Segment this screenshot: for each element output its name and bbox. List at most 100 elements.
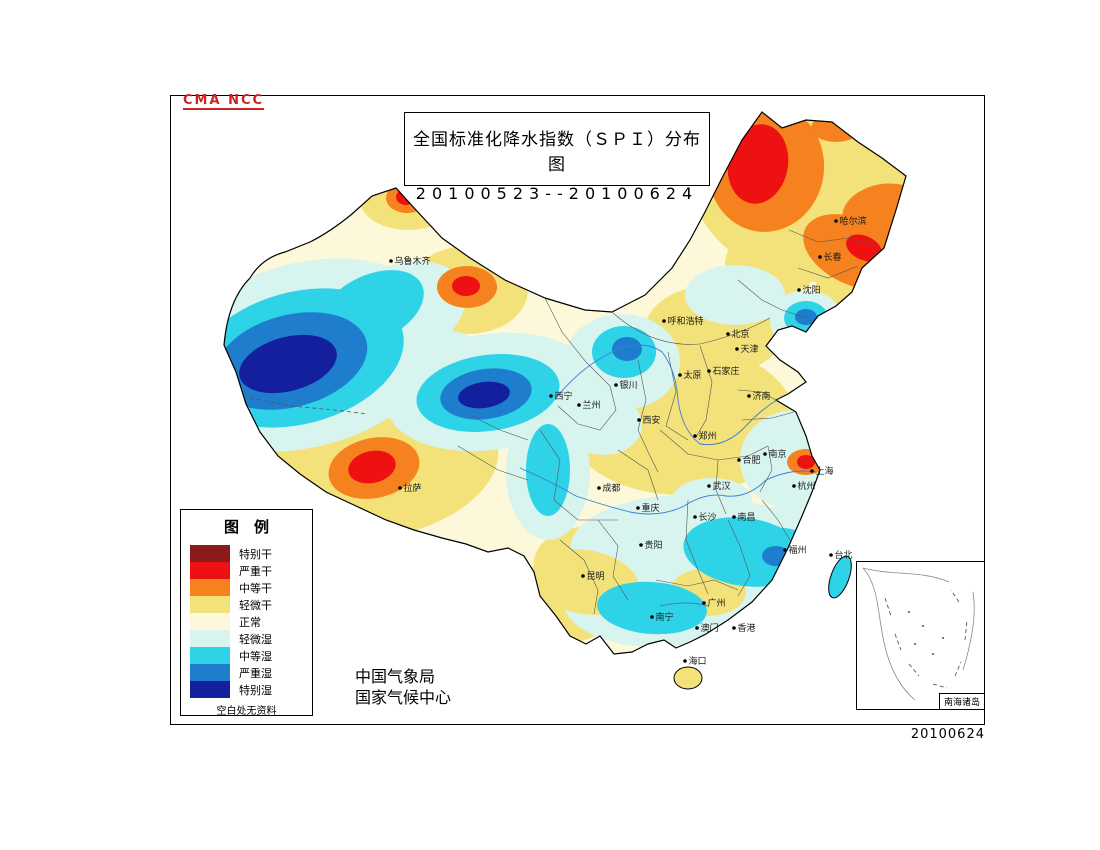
legend-label: 轻微湿 xyxy=(239,632,272,646)
city-dot xyxy=(702,601,706,605)
city-dot xyxy=(636,506,640,510)
legend-items: 特别干严重干中等干轻微干 正常轻微湿中等湿 严重湿特别湿 xyxy=(181,545,312,698)
city-label: 上海 xyxy=(816,465,834,477)
city-dot xyxy=(747,394,751,398)
city-label: 海口 xyxy=(689,655,707,667)
legend-item: 中等干 xyxy=(181,579,312,596)
south-china-sea-inset: 南海诸岛 xyxy=(856,561,985,710)
inset-island xyxy=(942,637,944,639)
city-label: 济南 xyxy=(753,390,771,402)
city-label: 昆明 xyxy=(587,571,605,582)
map-date-range: 20100523--20100624 xyxy=(415,184,699,203)
city-dot xyxy=(597,486,601,490)
inset-island xyxy=(908,611,910,613)
city-dot xyxy=(763,452,767,456)
spi-region-extreme_wet xyxy=(458,381,510,409)
legend-item: 特别湿 xyxy=(181,681,312,698)
spi-region-severe_dry xyxy=(846,234,882,262)
spi-region-severe_dry xyxy=(727,124,789,204)
city-label: 香港 xyxy=(738,622,756,634)
city-label: 天津 xyxy=(741,344,759,355)
city-label: 郑州 xyxy=(699,430,717,442)
inset-label: 南海诸岛 xyxy=(938,693,985,710)
city-dot xyxy=(737,458,741,462)
city-dot xyxy=(662,319,666,323)
footer-agency-line2: 国家气候中心 xyxy=(355,688,452,707)
city-dot xyxy=(732,515,736,519)
city-dot xyxy=(581,574,585,578)
national-border xyxy=(223,111,907,655)
city-label: 广州 xyxy=(708,597,726,609)
city-dot xyxy=(683,659,687,663)
spi-region-mild_wet xyxy=(672,478,752,522)
legend-title: 图 例 xyxy=(223,518,269,536)
city-label: 合肥 xyxy=(743,454,761,466)
hainan-island xyxy=(673,666,703,690)
city-dot xyxy=(389,259,393,263)
city-label: 南昌 xyxy=(738,511,756,523)
legend-swatch xyxy=(190,596,230,613)
spi-region-mild_wet xyxy=(685,265,785,325)
city-label: 长春 xyxy=(824,251,842,263)
province-boundaries xyxy=(249,229,881,615)
city-label: 澳门 xyxy=(701,622,719,634)
legend-item: 严重湿 xyxy=(181,664,312,681)
footer-agency: 中国气象局 国家气候中心 xyxy=(355,666,451,708)
legend-swatch xyxy=(190,545,230,562)
city-label: 北京 xyxy=(732,328,750,340)
city-dot xyxy=(726,332,730,336)
city-label: 武汉 xyxy=(713,480,731,492)
city-label: 哈尔滨 xyxy=(840,215,867,227)
city-dot xyxy=(834,219,838,223)
city-label: 长沙 xyxy=(699,511,717,523)
legend-item: 正常 xyxy=(181,613,312,630)
city-dot xyxy=(577,403,581,407)
city-label: 重庆 xyxy=(642,502,660,514)
city-dot xyxy=(549,394,553,398)
city-label: 银川 xyxy=(620,379,638,391)
legend-swatch xyxy=(190,664,230,681)
city-label: 台北 xyxy=(835,549,853,561)
city-label: 西安 xyxy=(643,414,661,426)
taiwan-island xyxy=(828,555,852,599)
city-dot xyxy=(693,515,697,519)
legend-swatch xyxy=(190,647,230,664)
city-dot xyxy=(650,615,654,619)
legend-item: 中等湿 xyxy=(181,647,312,664)
city-label: 兰州 xyxy=(583,399,601,411)
city-dot xyxy=(707,484,711,488)
city-label: 南京 xyxy=(769,448,787,460)
city-dot xyxy=(637,418,641,422)
spi-region-severe_wet xyxy=(795,309,817,325)
city-label: 太原 xyxy=(684,369,702,381)
map-title: 全国标准化降水指数（ＳＰＩ）分布图 xyxy=(413,130,701,175)
city-dot xyxy=(639,543,643,547)
legend-swatch xyxy=(190,562,230,579)
city-label: 南宁 xyxy=(656,611,674,623)
legend-swatch xyxy=(190,681,230,698)
city-label: 沈阳 xyxy=(803,284,821,296)
city-dot xyxy=(829,553,833,557)
city-label: 石家庄 xyxy=(713,365,740,377)
legend-swatch xyxy=(190,630,230,647)
legend-item: 轻微干 xyxy=(181,596,312,613)
legend-label: 特别干 xyxy=(239,547,272,561)
legend-swatch xyxy=(190,579,230,596)
legend-box: 图 例 特别干 严重干 中等干 轻微干 正常 轻微湿 中等湿 严重湿 特别湿 空白处无资料 xyxy=(180,509,313,717)
legend-item: 特别干 xyxy=(181,545,312,562)
legend-label: 中等干 xyxy=(239,581,272,595)
spi-region-severe_wet xyxy=(612,337,642,361)
legend-label: 特别湿 xyxy=(239,683,272,697)
inset-island xyxy=(922,625,924,627)
legend-label: 轻微干 xyxy=(239,598,272,612)
legend-label: 严重干 xyxy=(239,564,272,578)
legend-label: 中等湿 xyxy=(239,649,272,663)
inset-map xyxy=(862,567,975,701)
spi-region-severe_dry xyxy=(452,276,480,296)
city-dot xyxy=(797,288,801,292)
title-box: 全国标准化降水指数（ＳＰＩ）分布图 20100523--20100624 xyxy=(404,112,710,203)
city-label: 呼和浩特 xyxy=(668,315,704,327)
city-dot xyxy=(810,469,814,473)
